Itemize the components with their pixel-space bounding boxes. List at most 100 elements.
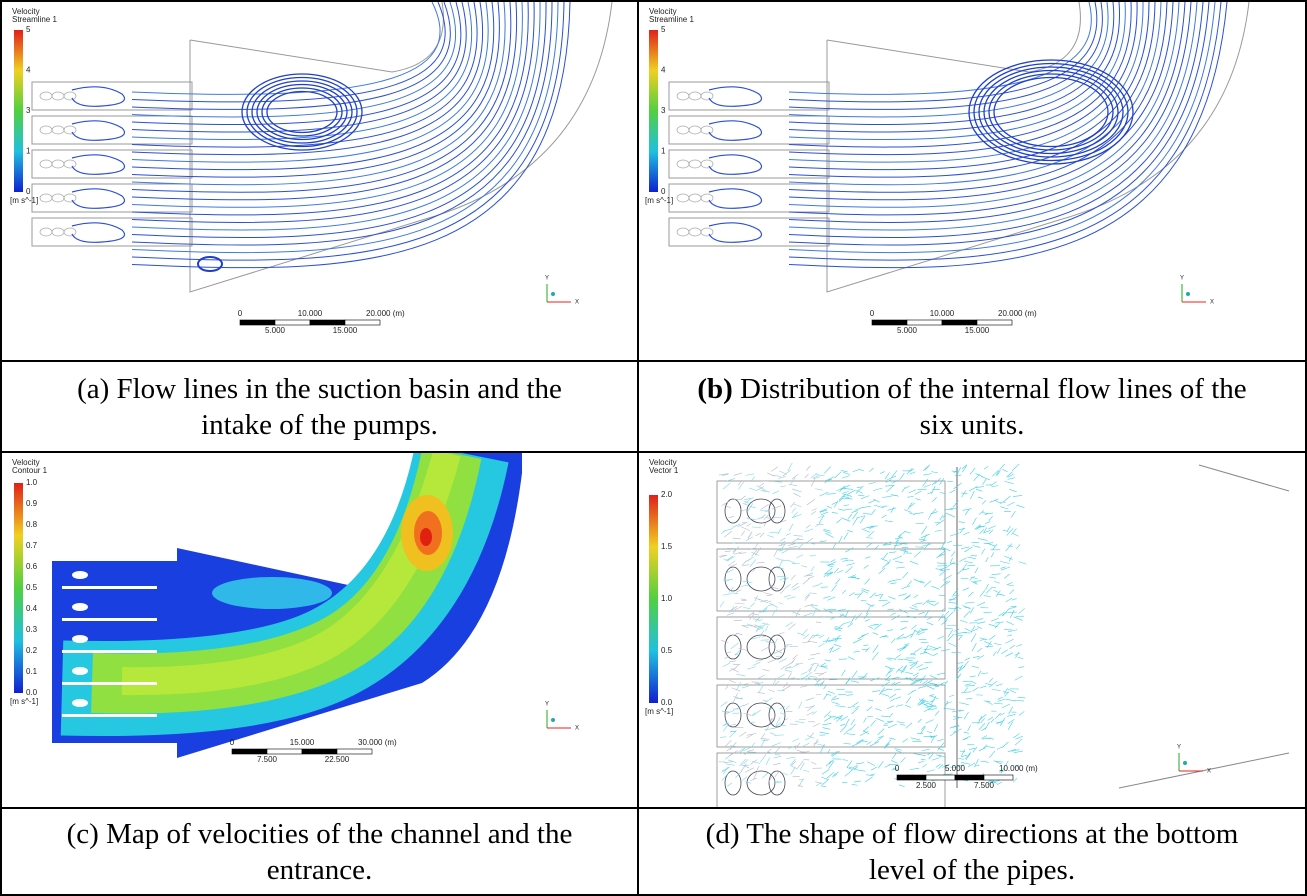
pump-inlet — [39, 125, 53, 135]
caption: (a) Flow lines in the suction basin and … — [42, 362, 597, 451]
vector — [886, 705, 894, 710]
vector — [931, 695, 937, 704]
vector — [1002, 529, 1009, 532]
bay-wall — [62, 650, 157, 653]
vector — [861, 589, 869, 594]
vector — [755, 659, 764, 662]
vector — [852, 517, 858, 526]
vector — [923, 473, 932, 476]
vector — [765, 757, 770, 765]
vector — [922, 478, 929, 487]
vector — [870, 677, 880, 682]
streamline — [131, 2, 512, 193]
vector — [884, 764, 891, 768]
legend-unit: [m s^-1] — [10, 697, 38, 706]
bay-wall — [62, 682, 157, 685]
axis-label: Y — [1177, 745, 1181, 751]
vector — [810, 676, 818, 678]
vector — [904, 658, 913, 662]
streamline — [131, 2, 565, 261]
vector — [869, 773, 875, 776]
vector — [838, 493, 846, 501]
vector — [728, 516, 735, 518]
vector — [773, 680, 780, 686]
vector — [989, 498, 999, 503]
vector — [881, 514, 887, 519]
vector — [919, 675, 926, 684]
vector — [1015, 735, 1024, 740]
vector — [977, 655, 985, 660]
vector — [740, 526, 750, 531]
vortex — [983, 69, 1119, 155]
vector — [885, 479, 892, 483]
vector — [888, 657, 897, 660]
border — [0, 0, 1307, 2]
vector — [734, 551, 742, 555]
vector — [731, 542, 737, 544]
vector — [743, 500, 751, 505]
bay-wall — [62, 714, 157, 717]
pump-inlet — [688, 125, 702, 135]
vector — [819, 540, 827, 543]
vector — [804, 594, 810, 601]
vector — [975, 473, 984, 478]
vector — [979, 637, 988, 640]
vector — [957, 666, 962, 670]
vector — [920, 702, 929, 707]
vector — [807, 634, 814, 643]
vector — [785, 621, 793, 627]
vector — [734, 498, 742, 501]
vector — [785, 661, 794, 667]
vector — [792, 537, 800, 543]
vector — [824, 659, 831, 662]
vector — [923, 650, 933, 656]
vector — [753, 626, 760, 630]
vector — [781, 519, 787, 523]
vector — [901, 585, 910, 590]
vector — [742, 776, 748, 781]
vector — [981, 548, 986, 555]
vector — [989, 780, 998, 784]
vector — [920, 758, 926, 761]
vector — [834, 628, 842, 632]
vector — [810, 478, 816, 487]
streamline — [788, 2, 1204, 238]
axis-label: X — [575, 300, 579, 306]
vector — [721, 500, 730, 506]
vector — [1000, 566, 1006, 569]
vector — [940, 569, 950, 572]
vector — [754, 595, 758, 602]
pump-inlet — [51, 91, 65, 101]
vector — [985, 521, 991, 525]
vector — [780, 666, 786, 670]
streamline — [131, 2, 523, 208]
vector — [888, 596, 896, 600]
vector — [1008, 706, 1014, 715]
border — [0, 360, 1307, 362]
vector — [795, 721, 805, 723]
vector — [879, 635, 888, 638]
vector — [870, 624, 878, 626]
vector — [727, 560, 736, 567]
vector — [749, 559, 757, 568]
legend-tick: 0.5 — [26, 583, 38, 592]
vector — [865, 647, 870, 653]
vector — [1016, 644, 1023, 647]
vector — [732, 523, 741, 528]
caption-text: (a) Flow lines in the suction basin and … — [42, 371, 597, 443]
caption-text: (d) The shape of flow directions at the … — [679, 816, 1265, 888]
vector — [984, 512, 994, 515]
vector — [767, 535, 774, 538]
vector — [805, 705, 814, 709]
vector — [984, 641, 993, 646]
vector — [836, 518, 842, 524]
pump-inlet — [768, 634, 786, 660]
vector — [842, 495, 850, 499]
pump-bay — [31, 183, 193, 213]
vector — [739, 747, 746, 754]
vector — [837, 693, 846, 696]
vector — [964, 546, 973, 553]
vector — [923, 648, 933, 650]
vector — [882, 552, 889, 560]
